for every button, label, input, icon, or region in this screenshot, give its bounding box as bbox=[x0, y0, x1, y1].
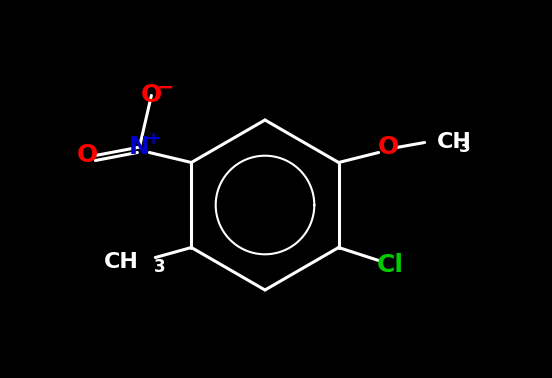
Text: +: + bbox=[145, 130, 160, 149]
Text: 3: 3 bbox=[153, 257, 165, 276]
Text: Cl: Cl bbox=[377, 254, 404, 277]
Text: −: − bbox=[157, 77, 174, 98]
Text: O: O bbox=[77, 144, 98, 167]
Text: CH: CH bbox=[437, 133, 471, 152]
Text: O: O bbox=[141, 84, 162, 107]
Text: 3: 3 bbox=[459, 138, 470, 155]
Text: O: O bbox=[378, 135, 399, 160]
Text: N: N bbox=[129, 135, 150, 160]
Text: CH: CH bbox=[104, 253, 139, 273]
